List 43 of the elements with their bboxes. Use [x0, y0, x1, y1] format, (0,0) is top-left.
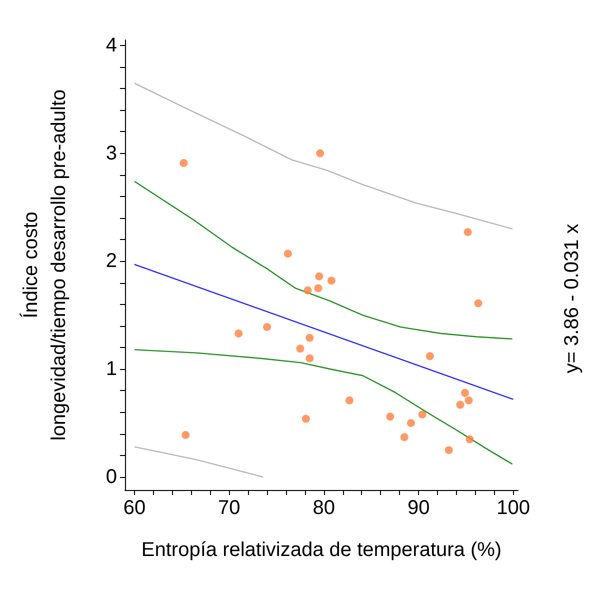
- point: [284, 250, 292, 258]
- y-tick-label: 4: [106, 34, 117, 56]
- y-axis-title: Índice costo longevidad/tiempo desarrollo pre-adulto: [19, 89, 70, 441]
- point: [306, 334, 314, 342]
- point: [304, 286, 312, 294]
- point: [400, 433, 408, 442]
- text: y= 3.86 - 0.031 x: [561, 224, 583, 374]
- point: [316, 149, 324, 158]
- point: [407, 419, 415, 428]
- point: [182, 430, 190, 439]
- line-series: [134, 349, 513, 465]
- x-tick-label: 80: [312, 497, 335, 519]
- point: [327, 276, 336, 285]
- y-tick-label: 3: [106, 142, 117, 164]
- point: [386, 412, 394, 421]
- point: [306, 354, 314, 362]
- point: [234, 330, 243, 338]
- x-tick-label: 90: [407, 497, 430, 519]
- y-tick-label: 0: [106, 466, 117, 488]
- point: [460, 388, 469, 397]
- x-tick-label: 60: [123, 497, 146, 519]
- point: [180, 159, 188, 168]
- y-tick-label: 1: [106, 358, 117, 380]
- point: [464, 228, 472, 236]
- point: [466, 435, 474, 444]
- point: [302, 414, 310, 423]
- point: [345, 396, 354, 404]
- point: [315, 272, 324, 280]
- x-axis-title: Entropía relativizada de temperatura (%): [141, 539, 502, 561]
- line-series: [134, 180, 513, 340]
- point: [444, 446, 453, 454]
- x-tick-label: 100: [496, 497, 530, 519]
- point: [426, 352, 434, 360]
- x-tick-label: 70: [218, 497, 240, 519]
- point: [263, 323, 272, 332]
- point: [418, 410, 426, 418]
- y-tick-label: 2: [106, 250, 117, 272]
- point: [474, 299, 482, 308]
- point: [314, 284, 322, 292]
- point: [456, 400, 464, 409]
- line-series: [134, 82, 513, 230]
- point: [464, 396, 473, 404]
- point: [296, 344, 304, 353]
